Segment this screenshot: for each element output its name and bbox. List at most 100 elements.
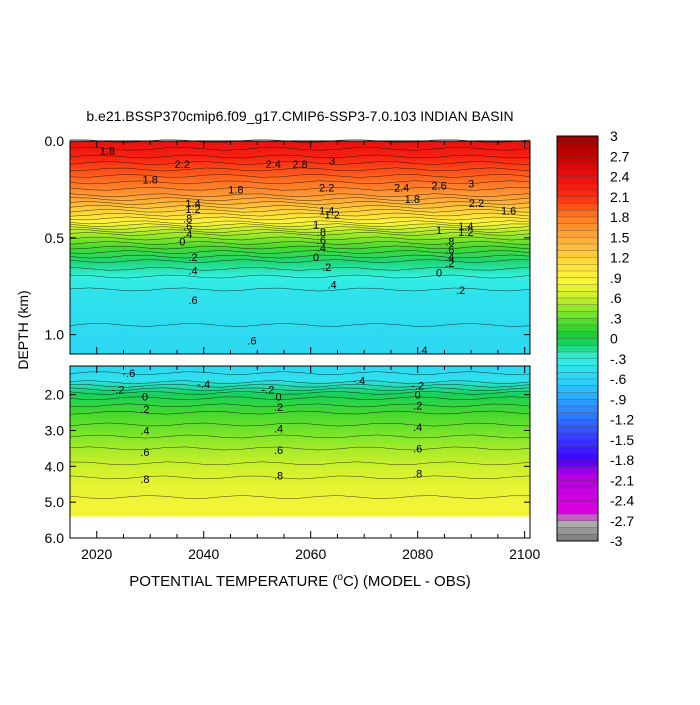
contour-line [69,212,531,217]
colorbar-tick-label: -1.8 [610,452,634,468]
contour-line [69,371,531,376]
colorbar-boxes [556,135,599,542]
colorbar-box [556,378,599,387]
colorbar-box [556,156,599,164]
contour-label: 0 [276,392,282,404]
contour-line [69,197,531,201]
contour-label: -.6 [122,368,135,380]
contour-label: 0 [436,268,442,280]
lower-panel-field [70,366,530,517]
contour-line [69,259,530,263]
colorbar-box [556,405,599,414]
contour-label: .2 [413,400,422,412]
lower-contour-lines [69,371,531,499]
contour-label: .8 [413,469,422,481]
colorbar-box [556,486,599,495]
contour-label: .6 [317,235,326,247]
y-tick-label: 0.5 [45,230,65,246]
colorbar-tick-label: -2.7 [610,513,634,529]
colorbar-box [556,513,599,522]
contour-label: .8 [183,214,192,226]
colorbar-tick-label: .6 [610,290,622,306]
colorbar-box [556,243,599,252]
contour-line [69,154,531,159]
contour-label: .2 [456,285,465,297]
colorbar-tick-label: -.3 [610,351,627,367]
colorbar-box [556,149,599,157]
contour-line [69,461,531,466]
contour-label: -.2 [261,384,274,396]
x-tick-label: 2080 [402,546,433,562]
x-tick-label: 2060 [295,546,326,562]
colorbar-box [556,500,599,508]
colorbar-tick-label: -3 [610,533,623,549]
colorbar-box [556,419,599,427]
x-axis-label-suffix: C) (MODEL - OBS) [343,573,471,590]
colorbar-box [556,426,599,434]
contour-label: .6 [188,295,197,307]
colorbar-box [556,210,599,218]
x-axis-label-prefix: POTENTIAL TEMPERATURE ( [129,573,337,590]
contour-line [69,274,531,279]
colorbar-tick-label: -1.5 [610,432,634,448]
upper-contour-lines [69,139,531,327]
contour-label: .4 [328,279,337,291]
contour-label: .6 [183,221,192,233]
colorbar-box [556,223,599,231]
colorbar: 3 2.7 2.4 2.1 1.8 1.5 1.2 .9 .6 .3 0 -.3 -.6 -.9 -1.2 -… [556,128,634,549]
colorbar-tick-label: -.6 [610,371,627,387]
contour-line [69,434,531,439]
colorbar-box [556,264,599,272]
contour-line [69,161,531,165]
contour-label: 1.8 [228,184,243,196]
colorbar-box [556,358,599,366]
contour-line [69,220,531,225]
contour-label: 1.4 [319,206,334,218]
contour-label: 0 [313,252,319,264]
contour-label: .4 [418,345,427,357]
contour-label: .4 [183,229,192,241]
x-axis-ticks: 2020 2040 2060 2080 2100 [69,141,540,562]
colorbar-tick-label: 2.4 [610,169,630,185]
contour-label: 1.8 [405,194,420,206]
contour-line [69,287,531,292]
contour-label: 1.4 [458,221,473,233]
colorbar-box [556,351,599,360]
contour-label: 0 [142,392,148,404]
contour-line [69,216,531,221]
colorbar-box [556,189,599,198]
colorbar-labels: 3 2.7 2.4 2.1 1.8 1.5 1.2 .9 .6 .3 0 -.3 -.6 -.9 -1.2 -… [610,128,634,549]
contour-line [69,410,531,415]
contour-label: .6 [140,447,149,459]
colorbar-tick-label: 2.1 [610,189,630,205]
colorbar-box [556,520,599,528]
contour-label: 1.8 [143,175,158,187]
contour-label: .4 [413,422,422,434]
contour-label: .6 [413,443,422,455]
contour-label: 0 [415,390,421,402]
contour-line [69,396,531,401]
colorbar-box [556,331,599,339]
colorbar-tick-label: 3 [610,128,618,144]
contour-line [69,266,531,271]
lower-panel-frame [69,365,531,539]
colorbar-box [556,311,599,319]
contour-line [69,229,531,233]
contour-label: 2.2 [469,198,484,210]
x-tick-label: 2020 [81,546,112,562]
colorbar-tick-label: .3 [610,310,622,326]
contour-label: .8 [317,227,326,239]
contour-label: .8 [140,474,149,486]
colorbar-box [556,257,599,265]
contour-line [69,245,531,250]
colorbar-box [556,399,599,407]
colorbar-box [556,507,599,515]
contour-label: .4 [274,424,283,436]
contour-label: .2 [140,404,149,416]
colorbar-box [556,365,599,373]
contour-label: .2 [188,252,197,264]
y-tick-label: 2.0 [45,387,65,403]
colorbar-tick-label: .9 [610,270,622,286]
colorbar-box [556,338,599,346]
contour-line [69,495,530,499]
